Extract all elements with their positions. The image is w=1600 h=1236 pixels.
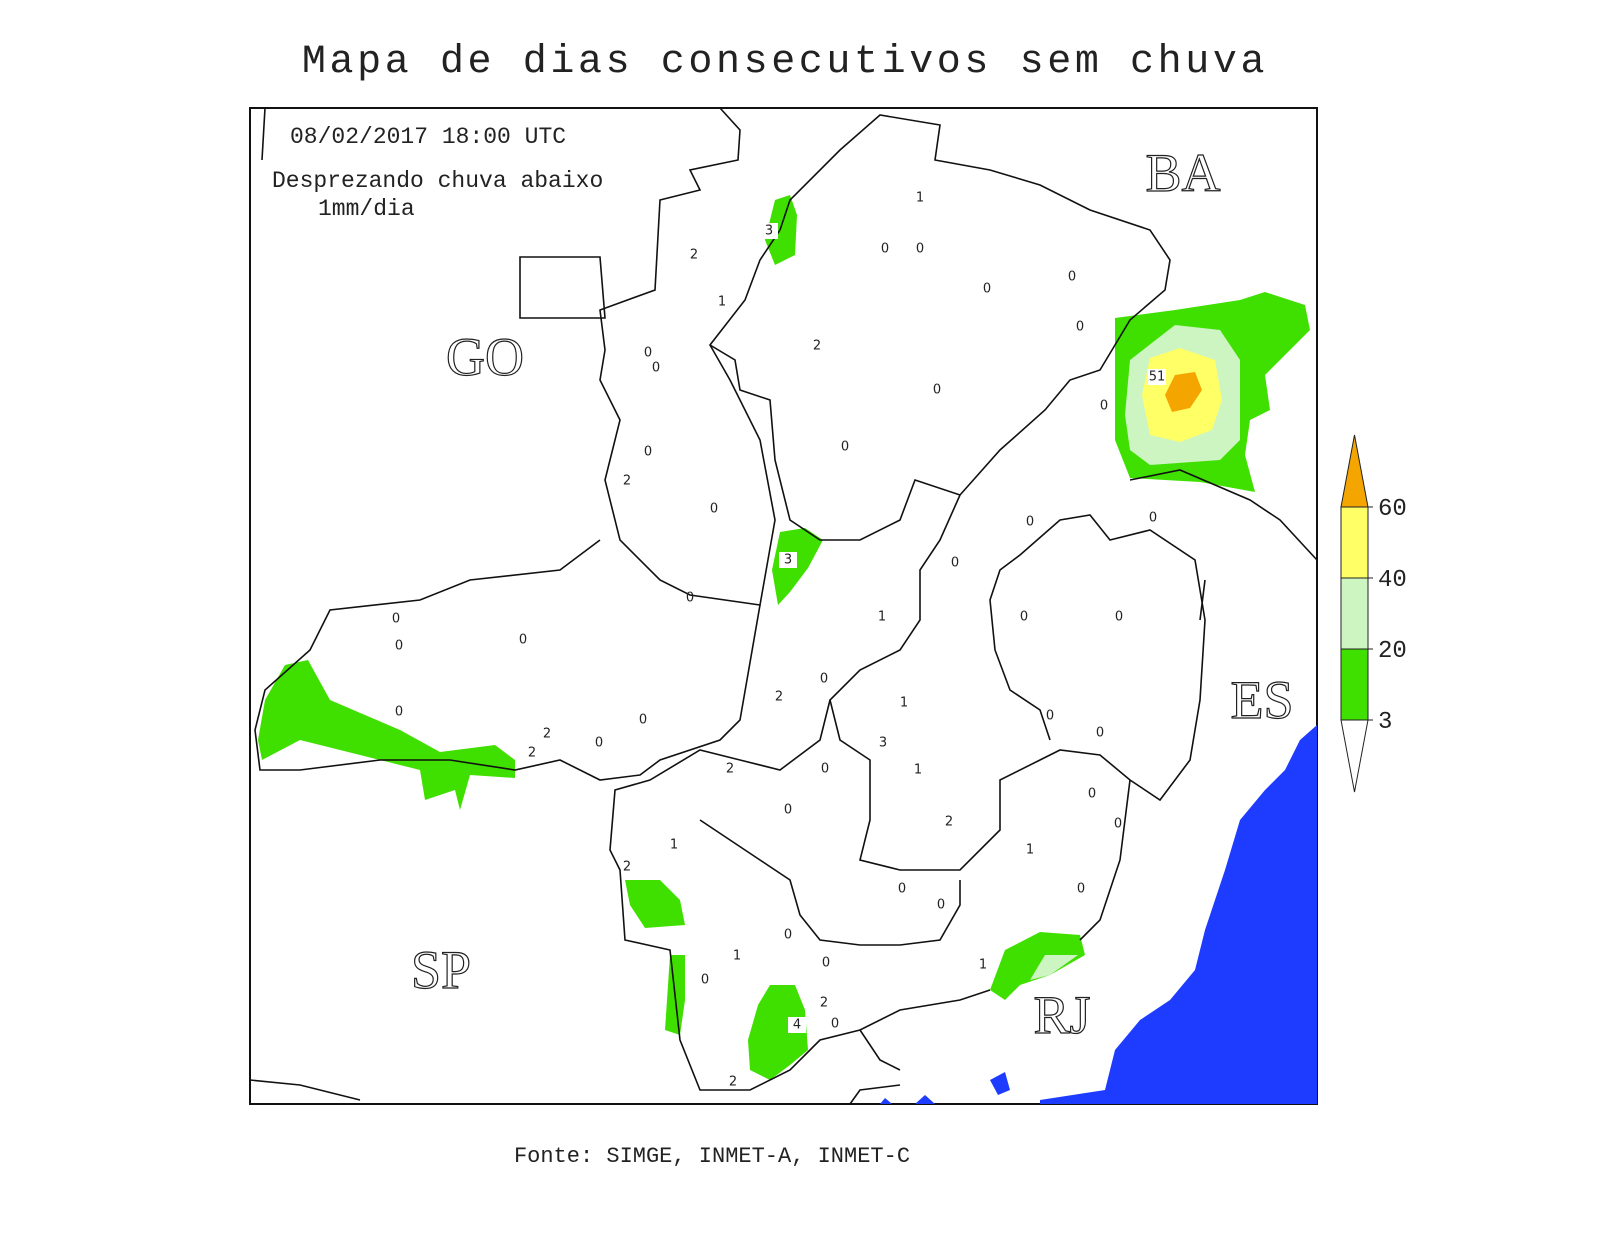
legend-label: 3 <box>1378 709 1392 736</box>
station-value: 0 <box>784 928 792 943</box>
station-value: 1 <box>979 958 987 973</box>
station-value: 1 <box>900 696 908 711</box>
station-value: 2 <box>726 762 734 777</box>
state-labels: GO BA ES SP RJ <box>410 142 1294 1045</box>
ocean <box>1040 725 1317 1104</box>
station-value: 0 <box>784 803 792 818</box>
dry-area-20b <box>1030 955 1078 980</box>
station-value: 0 <box>644 445 652 460</box>
state-label: SP <box>411 940 471 1000</box>
station-value: 51 <box>1149 370 1166 385</box>
station-value: 0 <box>686 591 694 606</box>
station-value: 2 <box>945 815 953 830</box>
legend-cap-low <box>1340 719 1369 793</box>
legend-label: 40 <box>1378 567 1407 594</box>
legend-cap-high <box>1340 434 1369 508</box>
station-value: 1 <box>733 949 741 964</box>
station-value: 2 <box>813 339 821 354</box>
station-value: 1 <box>916 191 924 206</box>
station-value: 0 <box>951 556 959 571</box>
title: Mapa de dias consecutivos sem chuva <box>302 40 1268 85</box>
map: 08/02/2017 18:00 UTC Desprezando chuva a… <box>249 107 1318 1105</box>
station-value: 0 <box>1020 610 1028 625</box>
station-value: 2 <box>729 1075 737 1090</box>
station-value: 3 <box>765 224 773 239</box>
note-line: 1mm/dia <box>318 196 415 222</box>
station-value: 3 <box>784 553 792 568</box>
note-line: Desprezando chuva abaixo <box>272 168 603 194</box>
station-value: 2 <box>820 996 828 1011</box>
station-value: 0 <box>898 882 906 897</box>
station-value: 0 <box>1149 511 1157 526</box>
state-label: BA <box>1145 143 1220 203</box>
legend: 3 20 40 60 <box>1340 434 1407 793</box>
station-value: 0 <box>395 639 403 654</box>
state-label: GO <box>446 327 524 387</box>
station-value: 0 <box>1088 787 1096 802</box>
station-value: 0 <box>1076 320 1084 335</box>
station-value: 0 <box>937 898 945 913</box>
map-frame <box>249 107 1318 1105</box>
station-value: 0 <box>881 242 889 257</box>
legend-band <box>1340 506 1369 579</box>
station-value: 0 <box>916 242 924 257</box>
station-value: 0 <box>701 973 709 988</box>
station-value: 2 <box>543 727 551 742</box>
station-value: 0 <box>1114 817 1122 832</box>
station-value: 0 <box>933 383 941 398</box>
station-value: 0 <box>841 440 849 455</box>
station-value: 0 <box>821 762 829 777</box>
state-label: ES <box>1230 670 1293 730</box>
station-value: 0 <box>1077 882 1085 897</box>
station-value: 1 <box>914 763 922 778</box>
station-value: 0 <box>1115 610 1123 625</box>
station-value: 1 <box>878 610 886 625</box>
station-box <box>779 552 797 568</box>
station-value: 2 <box>690 248 698 263</box>
station-value: 0 <box>820 672 828 687</box>
state-label: RJ <box>1033 985 1090 1045</box>
station-box <box>874 735 892 751</box>
station-value: 1 <box>670 838 678 853</box>
station-value: 4 <box>793 1018 801 1033</box>
station-value: 0 <box>595 736 603 751</box>
footer: Fonte: SIMGE, INMET-A, INMET-C <box>514 1144 910 1169</box>
dry-area-60 <box>1165 372 1202 412</box>
station-value: 0 <box>519 633 527 648</box>
station-value: 2 <box>623 860 631 875</box>
station-value: 1 <box>1026 843 1034 858</box>
station-value: 0 <box>1100 399 1108 414</box>
station-value: 0 <box>1046 709 1054 724</box>
station-value: 0 <box>710 502 718 517</box>
station-value: 2 <box>775 690 783 705</box>
station-value: 0 <box>392 612 400 627</box>
station-value: 2 <box>528 746 536 761</box>
station-box <box>788 1017 806 1033</box>
station-value: 0 <box>1068 270 1076 285</box>
station-value: 0 <box>395 705 403 720</box>
legend-label: 20 <box>1378 638 1407 665</box>
station-value: 0 <box>639 713 647 728</box>
station-value: 0 <box>983 282 991 297</box>
station-value: 0 <box>644 346 652 361</box>
boundaries <box>249 107 1318 1105</box>
df-boundary <box>519 256 606 319</box>
station-box <box>1148 369 1166 385</box>
station-value: 2 <box>623 474 631 489</box>
station-value: 0 <box>822 956 830 971</box>
legend-label: 60 <box>1378 496 1407 523</box>
date-label: 08/02/2017 18:00 UTC <box>290 124 566 150</box>
station-box <box>760 223 778 239</box>
legend-band <box>1340 648 1369 721</box>
station-value: 3 <box>879 736 887 751</box>
station-value: 1 <box>718 295 726 310</box>
station-value: 0 <box>1026 515 1034 530</box>
legend-band <box>1340 577 1369 650</box>
station-value: 0 <box>652 361 660 376</box>
station-value: 0 <box>1096 726 1104 741</box>
station-value: 0 <box>831 1017 839 1032</box>
